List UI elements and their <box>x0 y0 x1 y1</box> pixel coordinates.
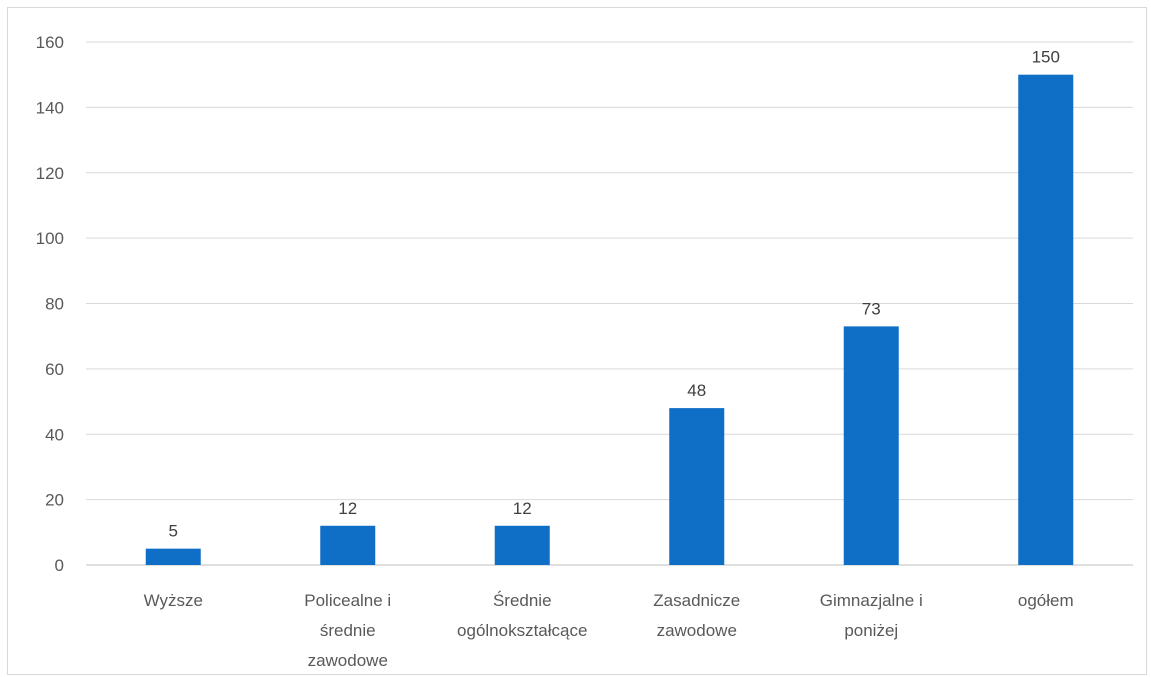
y-tick-label: 80 <box>45 295 64 314</box>
x-tick-label: Wyższe <box>144 591 203 610</box>
data-label: 5 <box>169 522 178 541</box>
x-tick-label: Średnie <box>493 591 552 610</box>
data-label: 48 <box>687 381 706 400</box>
y-tick-label: 100 <box>36 229 64 248</box>
x-tick-label: zawodowe <box>657 621 737 640</box>
bar <box>494 525 550 565</box>
x-tick-label: ogółem <box>1018 591 1074 610</box>
x-tick-label: zawodowe <box>308 651 388 670</box>
y-tick-label: 60 <box>45 360 64 379</box>
y-tick-label: 140 <box>36 98 64 117</box>
x-tick-label: poniżej <box>844 621 898 640</box>
bar <box>1018 74 1074 565</box>
y-tick-label: 0 <box>55 556 64 575</box>
data-label: 73 <box>862 299 881 318</box>
y-tick-label: 40 <box>45 425 64 444</box>
x-tick-label: Zasadnicze <box>653 591 740 610</box>
data-label: 12 <box>338 499 357 518</box>
x-tick-label: średnie <box>320 621 376 640</box>
x-tick-label: Gimnazjalne i <box>820 591 923 610</box>
bar <box>145 548 201 565</box>
bar <box>669 408 725 565</box>
data-label: 150 <box>1032 48 1060 67</box>
y-tick-label: 120 <box>36 164 64 183</box>
y-tick-label: 20 <box>45 491 64 510</box>
data-label: 12 <box>513 499 532 518</box>
bar <box>843 326 899 565</box>
bar <box>320 525 376 565</box>
x-tick-label: Policealne i <box>304 591 391 610</box>
y-tick-label: 160 <box>36 33 64 52</box>
x-tick-label: ogólnokształcące <box>457 621 587 640</box>
